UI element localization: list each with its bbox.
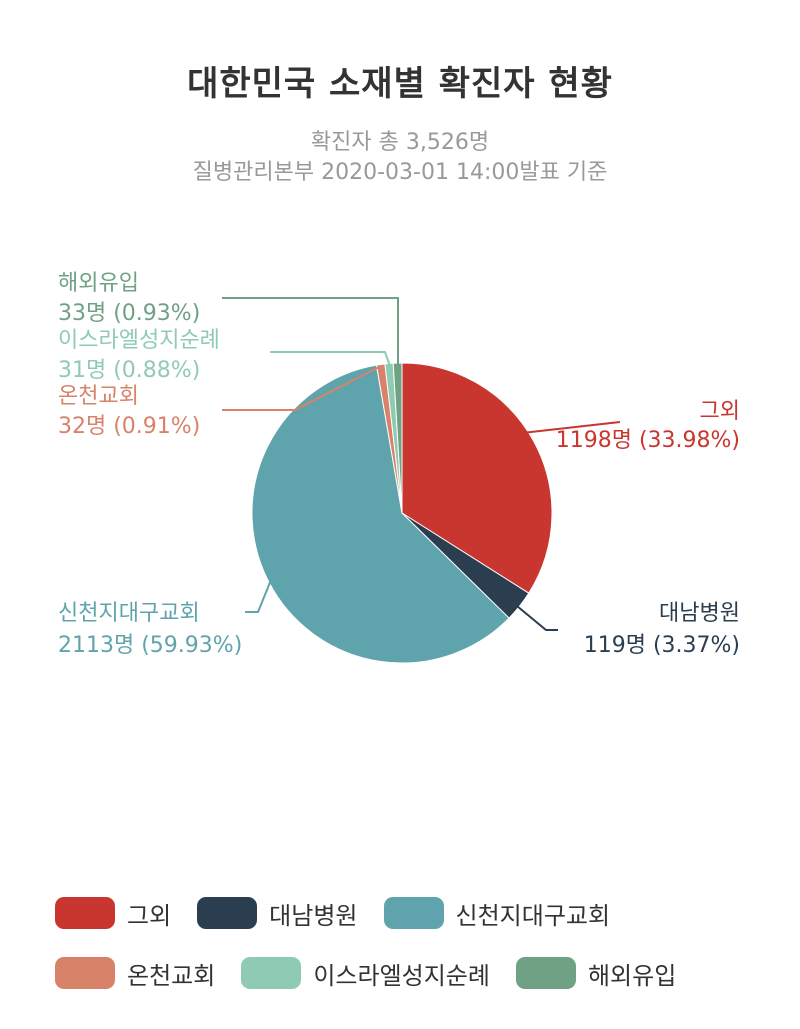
slice-leader-line (521, 421, 621, 434)
legend-row: 온천교회 이스라엘성지순례 해외유입 (55, 955, 775, 991)
slice-leader-line (516, 605, 558, 631)
slice-label-name: 그외 (700, 399, 740, 424)
legend-label: 해외유입 (587, 961, 677, 990)
slice-label-name: 이스라엘성지순례 (58, 328, 220, 353)
legend-swatch (55, 957, 115, 989)
legend-row: 그외 대남병원 신천지대구교회 (55, 895, 775, 931)
legend-label: 이스라엘성지순례 (313, 961, 490, 990)
chart-subtitle-total: 확진자 총 3,526명 (310, 130, 490, 155)
legend-swatch (515, 957, 576, 989)
legend-swatch (241, 957, 302, 989)
slice-label-value: 2113명 (59.93%) (58, 633, 242, 658)
legend-swatch (383, 897, 444, 929)
legend-item-geuoe[interactable]: 그외 (55, 895, 171, 931)
pie-chart: 그외 1198명 (33.98%) 대남병원 119명 (3.37%) 신천지대구교회 2… (58, 271, 740, 664)
legend-label: 대남병원 (269, 901, 358, 930)
slice-label-value: 119명 (3.37%) (584, 633, 740, 658)
slice-leader-line (270, 351, 391, 367)
legend-item-overseas[interactable]: 해외유입 (515, 955, 677, 991)
legend-swatch (55, 897, 115, 929)
legend-item-israel-pilgrimage[interactable]: 이스라엘성지순례 (241, 955, 490, 991)
legend-label: 그외 (127, 901, 172, 930)
slice-label-name: 온천교회 (58, 384, 139, 409)
slice-label-name: 대남병원 (659, 601, 740, 626)
legend-label: 온천교회 (127, 961, 216, 990)
slice-label-name: 해외유입 (58, 271, 139, 296)
chart-legend: 그외 대남병원 신천지대구교회 온천교회 이스라엘성지순례 해외유입 (55, 895, 775, 1015)
legend-swatch (197, 897, 258, 929)
pie-slice[interactable] (401, 362, 553, 594)
slice-leader-line (222, 365, 382, 411)
legend-item-daenam-hospital[interactable]: 대남병원 (197, 895, 358, 931)
slice-leader-line (222, 297, 399, 366)
chart-subtitle-source: 질병관리본부 2020-03-01 14:00발표 기준 (192, 160, 608, 185)
legend-label: 신천지대구교회 (455, 901, 611, 930)
slice-label-value: 32명 (0.91%) (58, 414, 200, 439)
slice-label-name: 신천지대구교회 (58, 601, 200, 626)
slice-leader-line (245, 579, 272, 613)
slice-label-value: 31명 (0.88%) (58, 358, 200, 383)
slice-label-value: 33명 (0.93%) (58, 301, 200, 326)
slice-label-value: 1198명 (33.98%) (556, 428, 740, 453)
chart-title: 대한민국 소재별 확진자 현황 (187, 64, 613, 104)
legend-item-shincheonji[interactable]: 신천지대구교회 (383, 895, 611, 931)
legend-item-oncheon-church[interactable]: 온천교회 (55, 955, 215, 991)
